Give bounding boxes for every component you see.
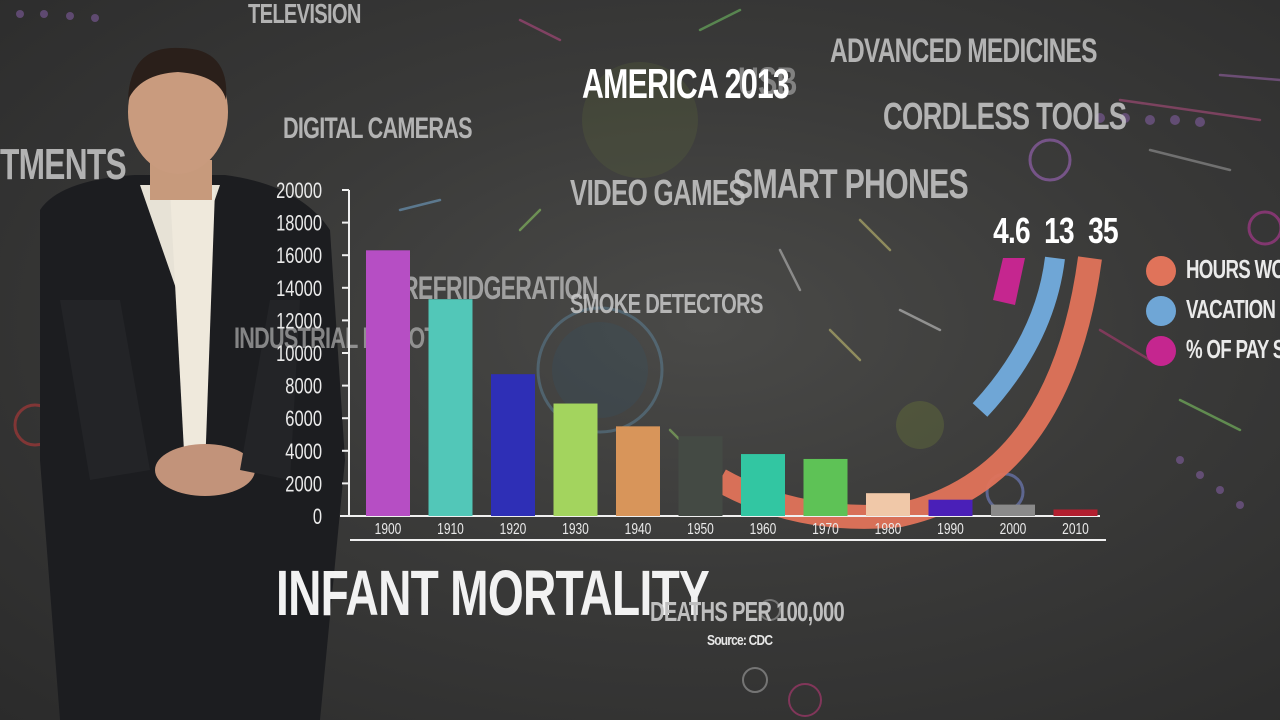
x-tick-label: 1960 <box>750 519 777 537</box>
floating-label-television: TELEVISION <box>248 0 361 29</box>
floating-label-industrial-robots: INDUSTRIAL ROBOTS <box>234 322 451 355</box>
legend-dot-hours <box>1146 256 1176 286</box>
bar-1920 <box>491 374 535 516</box>
bar-1990 <box>928 499 973 516</box>
legend-label: HOURS WORK <box>1186 254 1280 284</box>
floating-label-investments: TMENTS <box>0 140 127 189</box>
x-tick-label: 1930 <box>562 519 589 537</box>
bar-1900 <box>366 250 410 516</box>
floating-label-digital-cameras: DIGITAL CAMERAS <box>283 112 473 145</box>
x-tick-label: 1990 <box>937 519 964 537</box>
stat-pay-value: 35 <box>1088 210 1118 251</box>
y-tick-label: 18000 <box>276 211 322 236</box>
y-tick-label: 20000 <box>276 179 322 204</box>
floating-label-video-games: VIDEO GAMES <box>570 172 746 213</box>
chart-source: Source: CDC <box>707 632 773 649</box>
bar-2010 <box>1053 509 1098 516</box>
y-tick-label: 14000 <box>276 277 322 302</box>
y-tick-label: 10000 <box>276 342 322 367</box>
bar-2000 <box>991 504 1035 516</box>
y-tick-label: 16000 <box>276 244 322 269</box>
y-tick-label: 12000 <box>276 309 322 334</box>
x-tick-label: 2000 <box>1000 519 1027 537</box>
x-tick-label: 1940 <box>625 519 652 537</box>
page-title: AMERICA 2013 <box>582 60 790 107</box>
chart-unit-label: DEATHS PER 100,000 <box>650 596 845 627</box>
bar-1930 <box>553 403 598 516</box>
floating-label-usb: USB <box>738 60 797 104</box>
x-tick-label: 1980 <box>875 519 902 537</box>
x-tick-label: 1920 <box>500 519 527 537</box>
x-tick-label: 2010 <box>1062 519 1089 537</box>
floating-label-smart-phones: SMART PHONES <box>733 160 969 207</box>
legend-label: % OF PAY SP <box>1186 334 1280 364</box>
stat-vacation-value: 13 <box>1044 210 1074 251</box>
bar-1980 <box>866 493 910 516</box>
floating-label-advanced-medicines: ADVANCED MEDICINES <box>830 32 1097 70</box>
x-tick-label: 1970 <box>812 519 839 537</box>
presenter-figure <box>40 47 345 720</box>
y-tick-label: 6000 <box>285 407 322 432</box>
y-tick-label: 0 <box>313 505 322 530</box>
bar-1970 <box>803 458 848 516</box>
legend-label: VACATION DA <box>1186 294 1280 324</box>
y-tick-label: 2000 <box>285 472 322 497</box>
y-tick-label: 8000 <box>285 374 322 399</box>
x-tick-label: 1910 <box>437 519 464 537</box>
y-tick-label: 4000 <box>285 440 322 465</box>
floating-label-smoke-detectors: SMOKE DETECTORS <box>570 288 763 319</box>
x-tick-label: 1900 <box>375 519 402 537</box>
floating-label-cordless-tools: CORDLESS TOOLS <box>883 96 1127 138</box>
bar-1940 <box>616 426 660 516</box>
legend-dot-vacation <box>1146 296 1176 326</box>
legend-dot-pay <box>1146 336 1176 366</box>
chart-title: INFANT MORTALITY <box>276 557 710 629</box>
x-tick-label: 1950 <box>687 519 714 537</box>
bar-1950 <box>678 436 723 516</box>
stat-hours-value: 4.6 <box>993 210 1030 251</box>
bar-1910 <box>428 299 473 516</box>
bar-1960 <box>741 454 785 516</box>
